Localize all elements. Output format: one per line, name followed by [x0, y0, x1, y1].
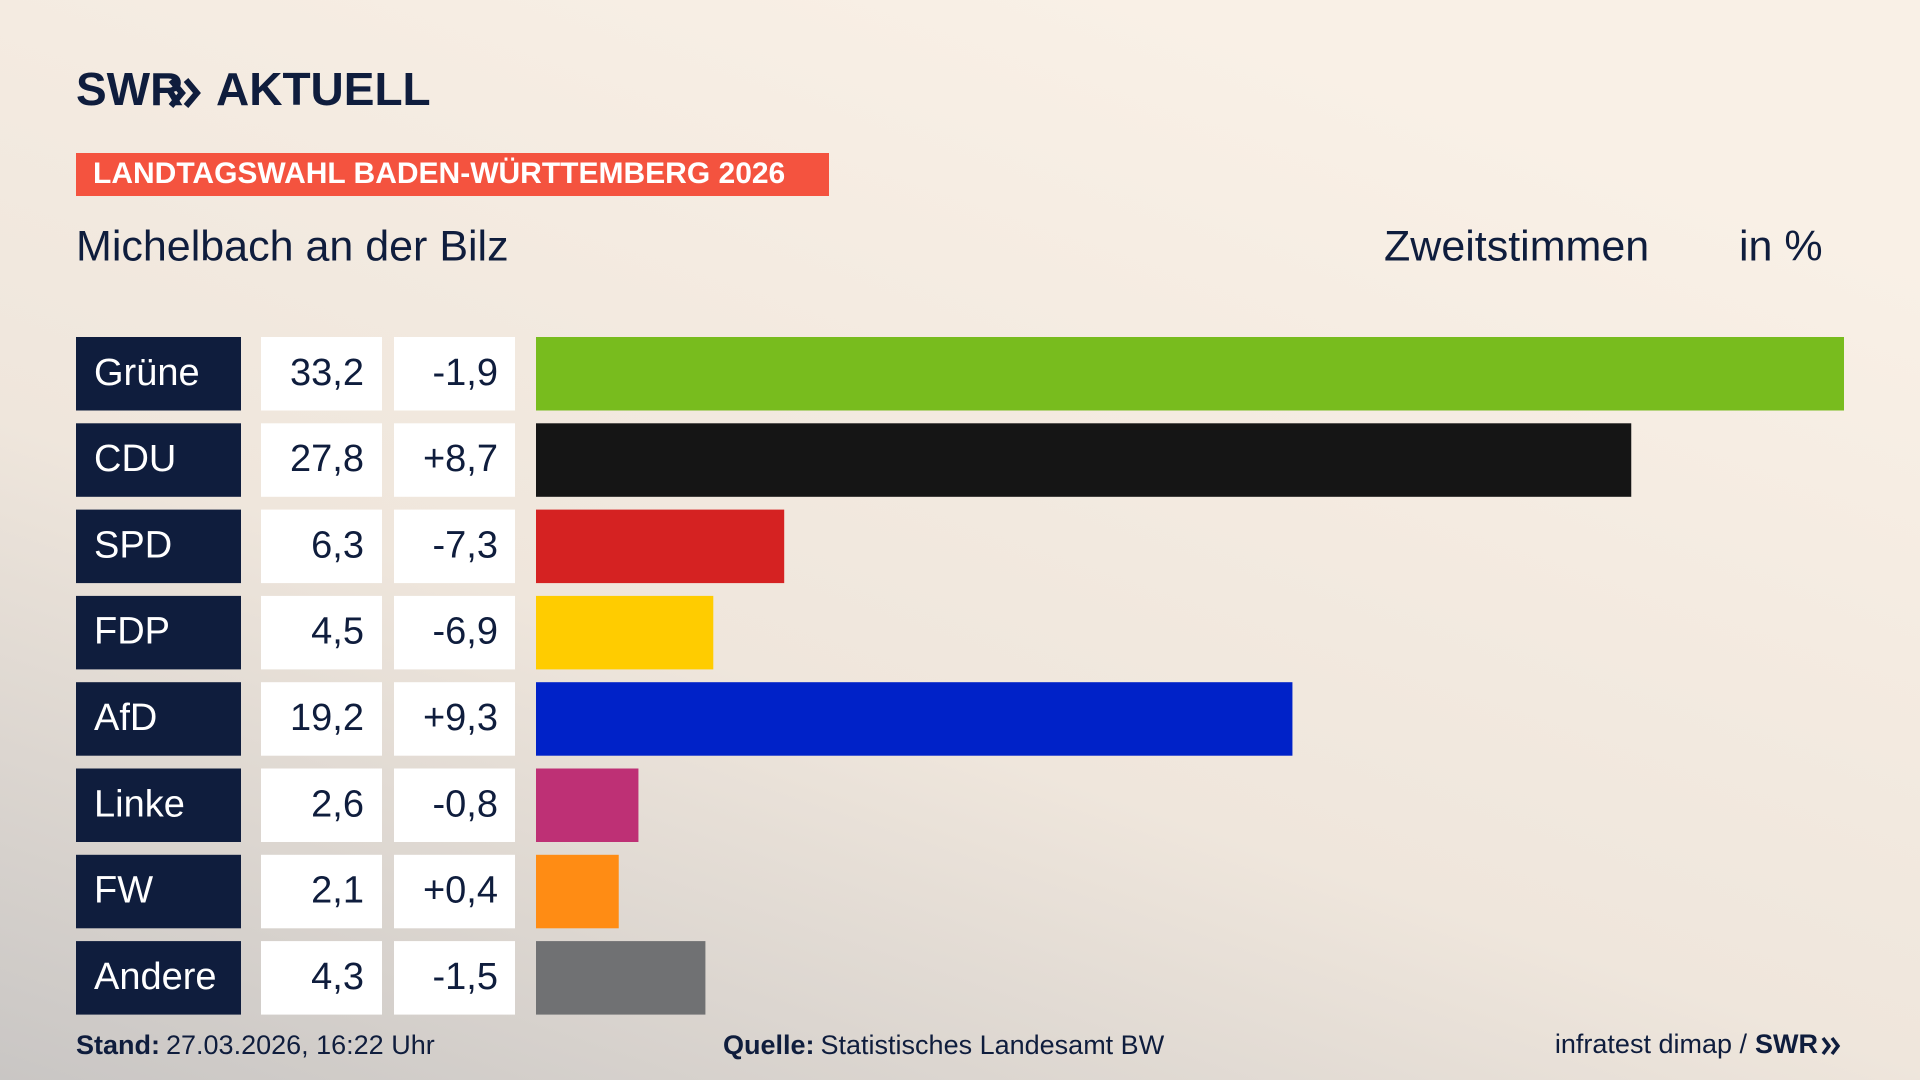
brand-name: SWR — [76, 63, 183, 115]
category-label: Grüne — [94, 352, 200, 394]
value-box — [261, 941, 382, 1015]
brand-chevrons — [168, 78, 201, 108]
rows: Grüne 33,2 -1,9 CDU 27,8 +8,7 SPD 6,3 -7,3 FDP 4,5… — [76, 337, 1844, 1015]
label-box — [76, 682, 241, 756]
chart-title: Michelbach an der Bilz — [76, 222, 509, 270]
label-box — [76, 595, 241, 670]
category-label: FW — [94, 870, 153, 912]
change-box — [394, 941, 515, 1015]
bar — [536, 595, 714, 670]
label-box — [76, 509, 241, 584]
bar — [536, 854, 619, 929]
change-box — [394, 768, 515, 842]
change-label: -6,9 — [433, 611, 498, 653]
change-box — [394, 337, 515, 411]
source-label: Quelle: — [723, 1030, 815, 1060]
change-label: +0,4 — [423, 870, 498, 912]
change-box — [394, 423, 515, 497]
change-box — [394, 854, 515, 929]
label-box — [76, 768, 241, 842]
bar — [536, 423, 1632, 497]
bar — [536, 682, 1293, 756]
measure: Zweitstimmen — [1384, 222, 1649, 270]
stand: 27.03.2026, 16:22 Uhr — [166, 1030, 435, 1060]
value-label: 2,1 — [311, 870, 364, 912]
footer-credit: infratest dimap / SWR — [1555, 1029, 1818, 1059]
change-box — [394, 595, 515, 670]
category-label: CDU — [94, 438, 176, 480]
value-label: 27,8 — [290, 438, 364, 480]
credit-brand: SWR — [1755, 1029, 1818, 1059]
change-label: +8,7 — [423, 438, 498, 480]
value-label: 2,6 — [311, 783, 364, 825]
label-box — [76, 337, 241, 411]
change-label: -1,9 — [433, 352, 498, 394]
value-label: 4,5 — [311, 611, 364, 653]
value-box — [261, 682, 382, 756]
brand-product: AKTUELL — [216, 63, 431, 115]
category-label: Linke — [94, 783, 185, 825]
change-label: -7,3 — [433, 524, 498, 566]
bar — [536, 337, 1844, 411]
change-box — [394, 509, 515, 584]
value-label: 33,2 — [290, 352, 364, 394]
value-box — [261, 337, 382, 411]
label-box — [76, 941, 241, 1015]
label-box — [76, 854, 241, 929]
change-label: -1,5 — [433, 956, 498, 998]
value-box — [261, 595, 382, 670]
footer-source: Quelle: Statistisches Landesamt BW — [723, 1030, 1165, 1060]
category-label: FDP — [94, 611, 170, 653]
bar — [536, 509, 785, 584]
value-box — [261, 509, 382, 584]
category-label: Andere — [94, 956, 217, 998]
bar — [536, 768, 639, 842]
change-box — [394, 682, 515, 756]
change-label: -0,8 — [433, 783, 498, 825]
value-label: 4,3 — [311, 956, 364, 998]
label-box — [76, 423, 241, 497]
category-label: AfD — [94, 697, 157, 739]
category-label: SPD — [94, 524, 172, 566]
value-label: 6,3 — [311, 524, 364, 566]
credit-chevrons — [1821, 1036, 1841, 1056]
value-label: 19,2 — [290, 697, 364, 739]
value-box — [261, 423, 382, 497]
source: Statistisches Landesamt BW — [821, 1030, 1165, 1060]
banner: LANDTAGSWAHL BADEN-WÜRTTEMBERG 2026 — [93, 157, 785, 190]
change-label: +9,3 — [423, 697, 498, 739]
value-box — [261, 768, 382, 842]
value-box — [261, 854, 382, 929]
unit: in % — [1739, 222, 1823, 270]
stand-label: Stand: — [76, 1030, 160, 1060]
banner-box — [76, 153, 829, 196]
credit: infratest dimap / — [1555, 1029, 1748, 1059]
bar — [536, 941, 706, 1015]
footer-stand: Stand: 27.03.2026, 16:22 Uhr — [76, 1030, 435, 1060]
